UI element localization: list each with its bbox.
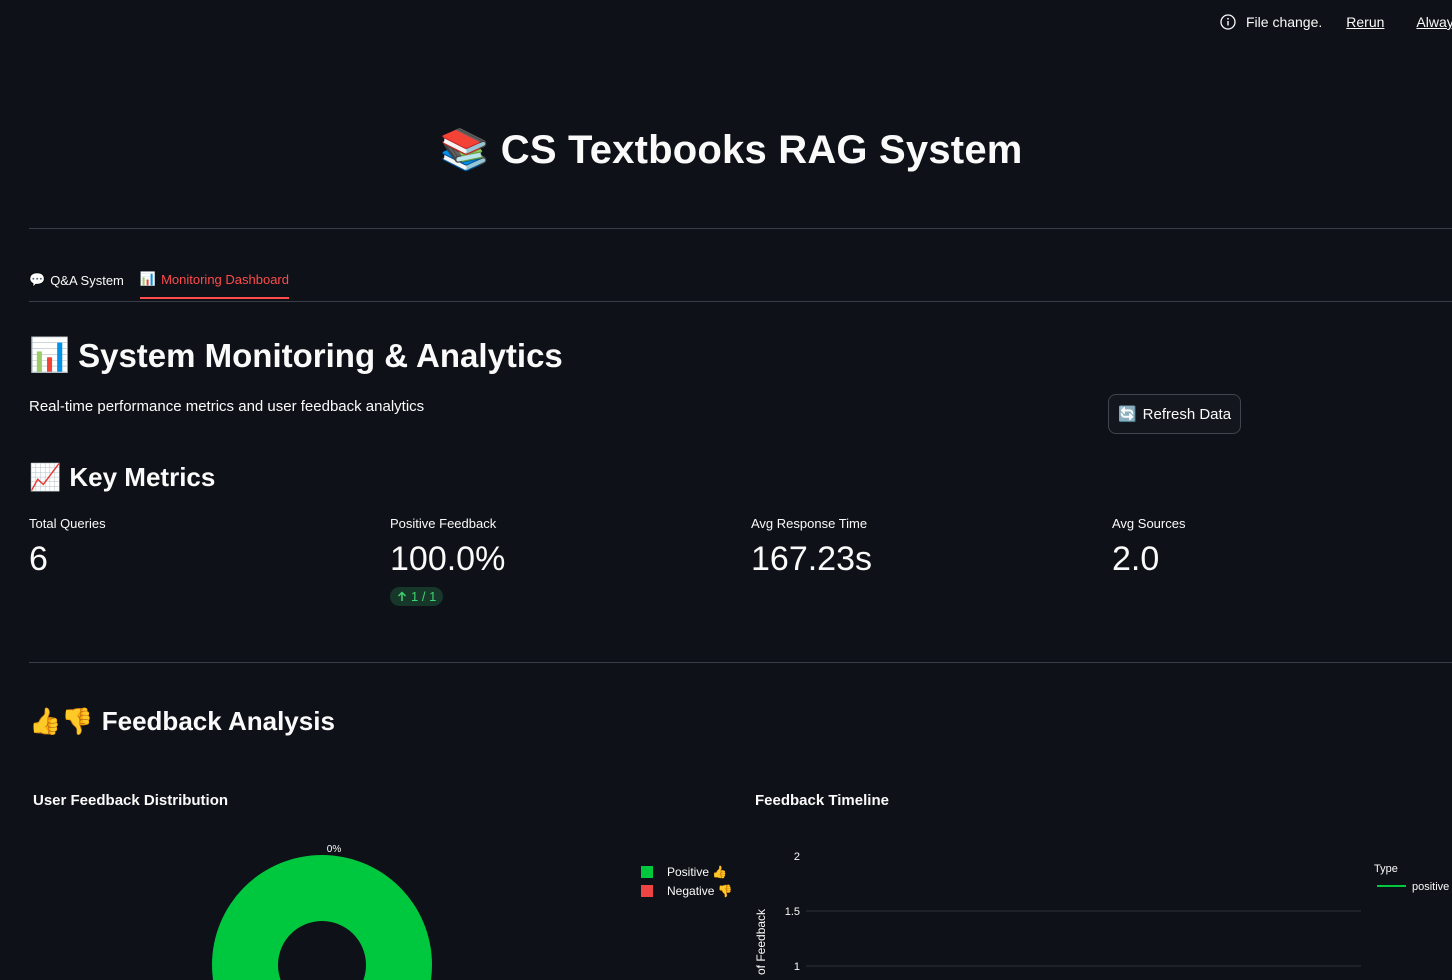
- metric-label: Total Queries: [29, 516, 106, 531]
- monitoring-subtitle: Real-time performance metrics and user f…: [29, 398, 425, 415]
- tab-divider: [29, 301, 1452, 302]
- tab-qa-system[interactable]: 💬 Q&A System: [29, 268, 124, 299]
- legend-item-positive[interactable]: Positive 👍: [641, 862, 733, 881]
- legend-label: Positive 👍: [667, 864, 728, 879]
- legend-title: Type: [1374, 863, 1398, 875]
- monitoring-title: System Monitoring & Analytics: [78, 336, 563, 374]
- metric-label: Avg Response Time: [751, 516, 868, 531]
- thumbs-up-down-icon: 👍👎: [29, 706, 94, 736]
- always-rerun-button[interactable]: Always: [1416, 14, 1452, 30]
- metric-value: 100.0%: [390, 540, 506, 578]
- y-tick-label: 1.5: [785, 906, 800, 918]
- y-tick-label: 2: [794, 851, 800, 863]
- feedback-timeline-chart[interactable]: of Feedback Type positive 1 1.5 2: [748, 840, 1452, 980]
- metric-positive-feedback: Positive Feedback 100.0% 1 / 1: [390, 516, 730, 607]
- feedback-analysis-title: Feedback Analysis: [101, 706, 335, 736]
- distribution-legend: Positive 👍 Negative 👎: [641, 862, 733, 900]
- legend-label: Negative 👎: [667, 883, 733, 898]
- metric-avg-sources: Avg Sources 2.0: [1112, 516, 1452, 579]
- metric-delta: 1 / 1: [411, 589, 437, 604]
- y-tick-label: 1: [794, 961, 800, 973]
- title-divider: [29, 228, 1452, 229]
- tab-label: Q&A System: [50, 272, 124, 288]
- tab-label: Monitoring Dashboard: [161, 271, 289, 287]
- legend-label-positive[interactable]: positive: [1412, 881, 1449, 893]
- monitoring-heading: 📊 System Monitoring & Analytics: [29, 336, 563, 375]
- tab-bar: 💬 Q&A System 📊 Monitoring Dashboard: [29, 268, 305, 299]
- metric-value: 167.23s: [751, 540, 872, 578]
- bar-chart-icon: 📊: [139, 271, 157, 286]
- metric-label: Avg Sources: [1112, 516, 1186, 531]
- metric-value: 6: [29, 540, 48, 578]
- speech-bubble-icon: 💬: [29, 272, 46, 287]
- y-axis-label: of Feedback: [754, 908, 768, 975]
- key-metrics-heading: 📈 Key Metrics: [29, 462, 215, 493]
- refresh-icon: 🔄: [1117, 406, 1137, 423]
- legend-item-negative[interactable]: Negative 👎: [641, 881, 733, 900]
- legend-swatch: [641, 865, 653, 878]
- status-bar: File change. Rerun Always: [1220, 14, 1452, 30]
- donut-slice-positive[interactable]: [212, 855, 432, 980]
- bar-chart-icon: 📊: [29, 336, 71, 373]
- file-change-text: File change.: [1246, 14, 1323, 30]
- chart-increasing-icon: 📈: [29, 462, 62, 492]
- donut-data-label: 0%: [327, 844, 342, 855]
- app-title: 📚 CS Textbooks RAG System: [439, 128, 1023, 172]
- timeline-chart-title: Feedback Timeline: [755, 792, 889, 809]
- metric-value: 2.0: [1112, 540, 1160, 578]
- arrow-up-icon: [397, 591, 407, 601]
- tab-monitoring-dashboard[interactable]: 📊 Monitoring Dashboard: [139, 268, 289, 299]
- metric-delta-badge: 1 / 1: [390, 587, 444, 606]
- metric-label: Positive Feedback: [390, 516, 497, 531]
- distribution-chart-title: User Feedback Distribution: [33, 792, 229, 809]
- rerun-button[interactable]: Rerun: [1346, 14, 1385, 30]
- legend-swatch: [641, 884, 653, 897]
- metric-avg-response-time: Avg Response Time 167.23s: [751, 516, 1091, 579]
- feedback-analysis-heading: 👍👎 Feedback Analysis: [29, 706, 335, 737]
- info-icon: [1220, 14, 1236, 30]
- refresh-data-button[interactable]: 🔄 Refresh Data: [1108, 394, 1241, 434]
- feedback-donut-chart[interactable]: 0%: [200, 838, 450, 980]
- metric-total-queries: Total Queries 6: [29, 516, 369, 579]
- key-metrics-title: Key Metrics: [69, 462, 216, 492]
- metrics-divider: [29, 662, 1452, 663]
- refresh-label: Refresh Data: [1142, 405, 1232, 423]
